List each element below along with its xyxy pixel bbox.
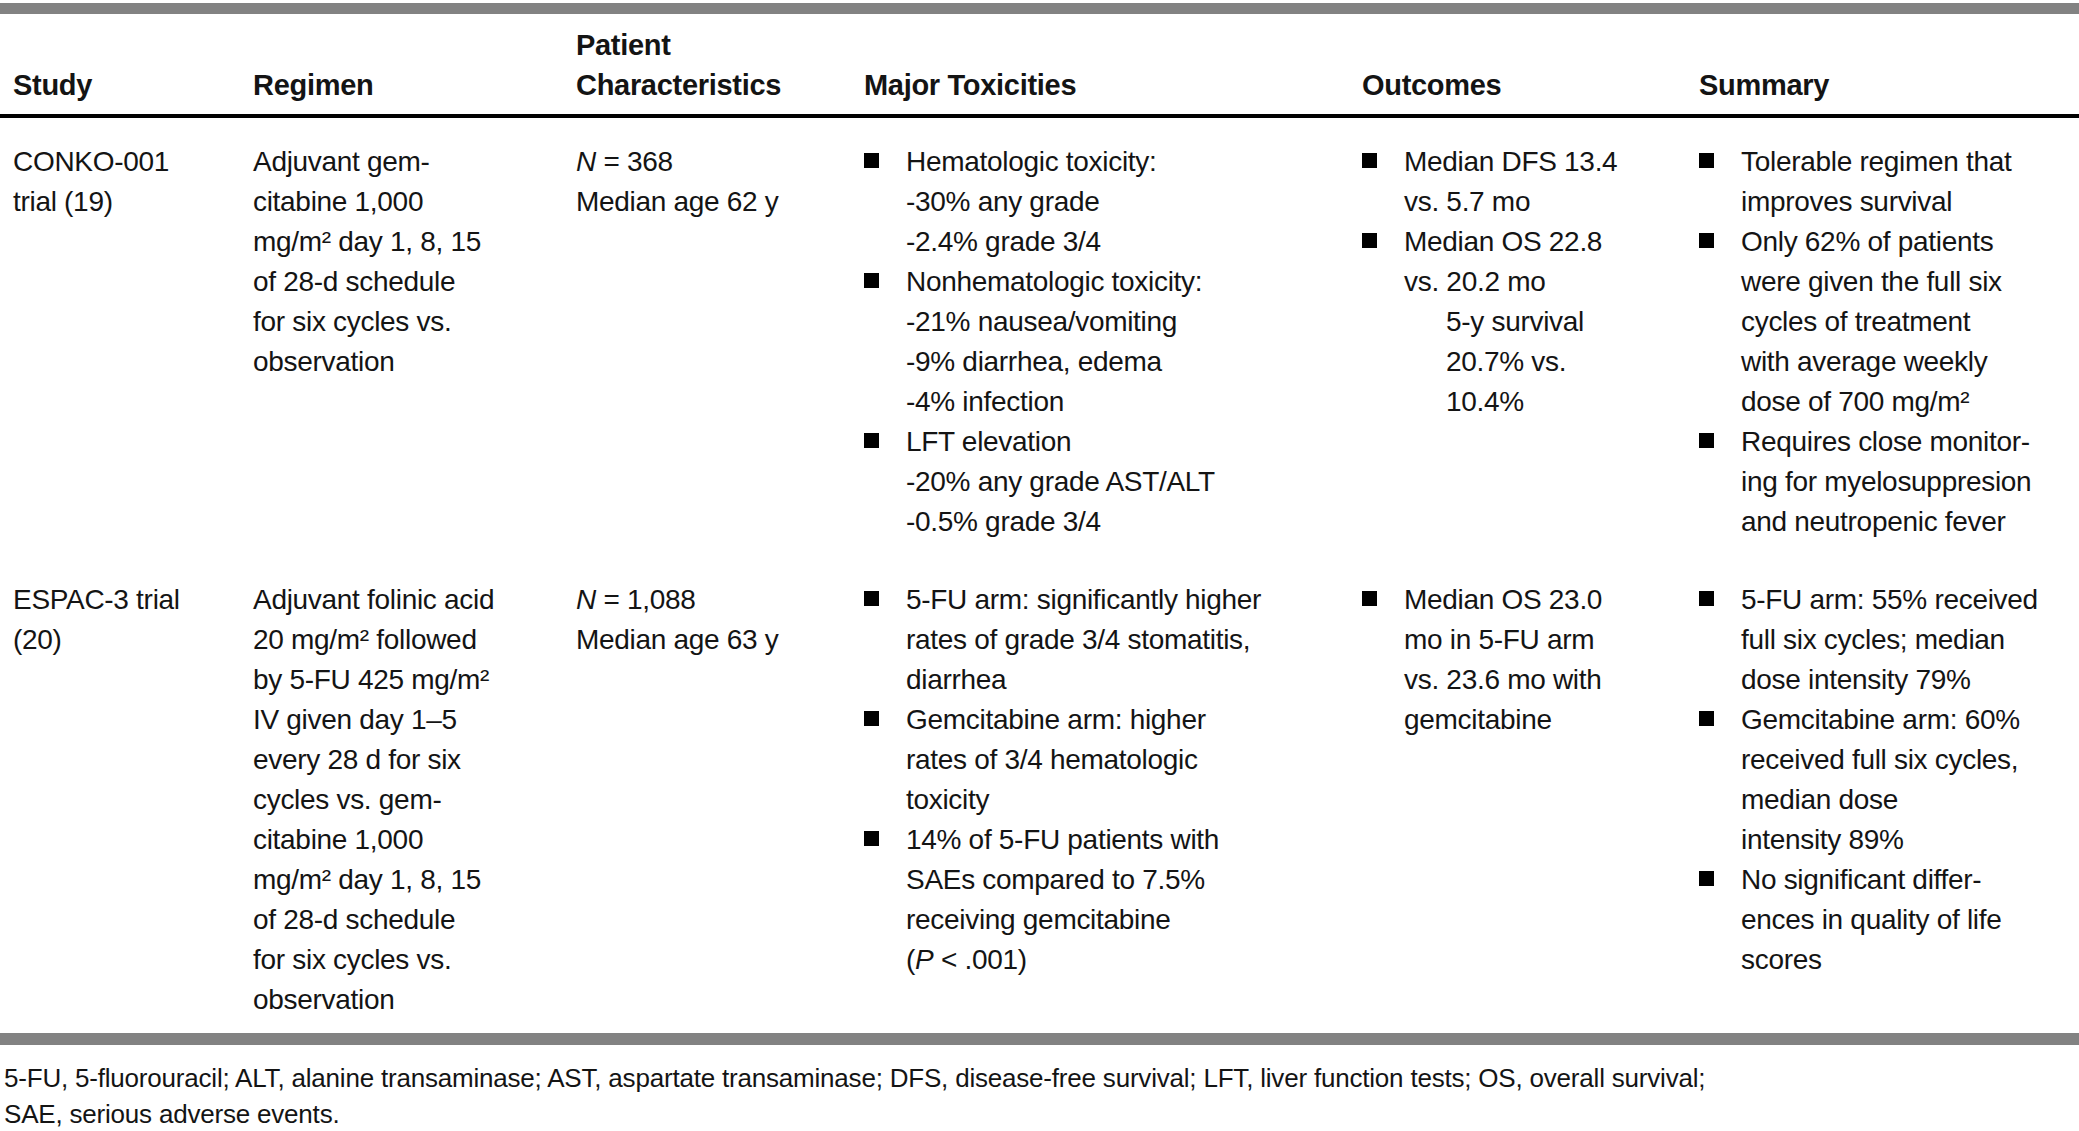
table-body: CONKO-001 trial (19) Adjuvant gem- citab… [0,118,2079,1020]
row2-outcomes-cell: Median OS 23.0 mo in 5-FU arm vs. 23.6 m… [1362,580,1699,1020]
row2-study-cell: ESPAC-3 trial (20) [13,580,253,1020]
bullet-square-icon [864,831,879,846]
row2-summary-cell: 5-FU arm: 55% received full six cycles; … [1699,580,2079,1020]
clinical-trials-table-page: Study Regimen Patient Characteristics Ma… [0,0,2079,1131]
bullet-item: Gemcitabine arm: higher rates of 3/4 hem… [864,700,1348,820]
row2-regimen-cell: Adjuvant folinic acid 20 mg/m² followed … [253,580,576,1020]
bullet-item: Nonhematologic toxicity: -21% nausea/vom… [864,262,1348,422]
bullet-item-subtext: 5-y survival 20.7% vs. 10.4% [1362,302,1685,422]
bullet-item-text: Only 62% of patients were given the full… [1741,222,2065,422]
italic-variable: N [576,584,596,615]
bullet-square-icon [864,433,879,448]
row1-summary-cell: Tolerable regimen that improves survival… [1699,142,2079,542]
bullet-item-text: 5-FU arm: significantly higher rates of … [906,580,1348,700]
bullet-item: Gemcitabine arm: 60% received full six c… [1699,700,2065,860]
bullet-item-text: Gemcitabine arm: higher rates of 3/4 hem… [906,700,1348,820]
bullet-square-icon [1699,871,1714,886]
column-header-regimen: Regimen [253,65,576,105]
column-header-outcomes: Outcomes [1362,65,1699,105]
row1-patient-characteristics-cell: N = 368 Median age 62 y [576,142,864,542]
column-header-summary: Summary [1699,65,2079,105]
bullet-item-text: No significant differ- ences in quality … [1741,860,2065,980]
bullet-item-text: Tolerable regimen that improves survival [1741,142,2065,222]
bullet-square-icon [1699,433,1714,448]
column-header-patient-characteristics: Patient Characteristics [576,25,864,105]
bullet-square-icon [1699,711,1714,726]
bullet-item: Requires close monitor- ing for myelosup… [1699,422,2065,542]
bullet-item-text: Nonhematologic toxicity: -21% nausea/vom… [906,262,1348,422]
bullet-item: Median DFS 13.4 vs. 5.7 mo [1362,142,1685,222]
row1-outcomes-cell: Median DFS 13.4 vs. 5.7 moMedian OS 22.8… [1362,142,1699,542]
bullet-item: Only 62% of patients were given the full… [1699,222,2065,422]
table-footnote-abbreviations: 5-FU, 5-fluorouracil; ALT, alanine trans… [0,1060,2079,1131]
bullet-square-icon [864,153,879,168]
bullet-item: 5-FU arm: significantly higher rates of … [864,580,1348,700]
bullet-square-icon [864,273,879,288]
bullet-item: No significant differ- ences in quality … [1699,860,2065,980]
bullet-item: Hematologic toxicity: -30% any grade -2.… [864,142,1348,262]
column-header-study: Study [13,65,253,105]
bullet-item-text: Median OS 23.0 mo in 5-FU arm vs. 23.6 m… [1404,580,1685,740]
bullet-item-text: 14% of 5-FU patients with SAEs compared … [906,820,1348,980]
bullet-square-icon [1362,591,1377,606]
table-top-rule [0,3,2079,14]
bullet-square-icon [1362,233,1377,248]
bullet-item-text: Hematologic toxicity: -30% any grade -2.… [906,142,1348,262]
bullet-square-icon [1699,153,1714,168]
italic-variable: P [915,944,933,975]
bullet-item-text: Median OS 22.8 vs. 20.2 mo [1404,222,1685,302]
table-header-row: Study Regimen Patient Characteristics Ma… [0,14,2079,118]
bullet-item-text: Gemcitabine arm: 60% received full six c… [1741,700,2065,860]
bullet-square-icon [1699,233,1714,248]
bullet-square-icon [1699,591,1714,606]
italic-variable: N [576,146,596,177]
table-bottom-rule [0,1033,2079,1045]
row2-patient-characteristics-cell: N = 1,088 Median age 63 y [576,580,864,1020]
bullet-item-text: Requires close monitor- ing for myelosup… [1741,422,2065,542]
bullet-square-icon [864,591,879,606]
bullet-square-icon [864,711,879,726]
bullet-item: Median OS 22.8 vs. 20.2 mo [1362,222,1685,302]
bullet-item-text: 5-FU arm: 55% received full six cycles; … [1741,580,2065,700]
bullet-item-text: Median DFS 13.4 vs. 5.7 mo [1404,142,1685,222]
bullet-item-text: LFT elevation -20% any grade AST/ALT -0.… [906,422,1348,542]
column-header-major-toxicities: Major Toxicities [864,65,1362,105]
row1-regimen-cell: Adjuvant gem- citabine 1,000 mg/m² day 1… [253,142,576,542]
bullet-square-icon [1362,153,1377,168]
row2-major-toxicities-cell: 5-FU arm: significantly higher rates of … [864,580,1362,1020]
bullet-item: LFT elevation -20% any grade AST/ALT -0.… [864,422,1348,542]
row1-major-toxicities-cell: Hematologic toxicity: -30% any grade -2.… [864,142,1362,542]
bullet-item: 14% of 5-FU patients with SAEs compared … [864,820,1348,980]
bullet-item: Median OS 23.0 mo in 5-FU arm vs. 23.6 m… [1362,580,1685,740]
bullet-item: 5-FU arm: 55% received full six cycles; … [1699,580,2065,700]
bullet-item: Tolerable regimen that improves survival [1699,142,2065,222]
row1-study-cell: CONKO-001 trial (19) [13,142,253,542]
